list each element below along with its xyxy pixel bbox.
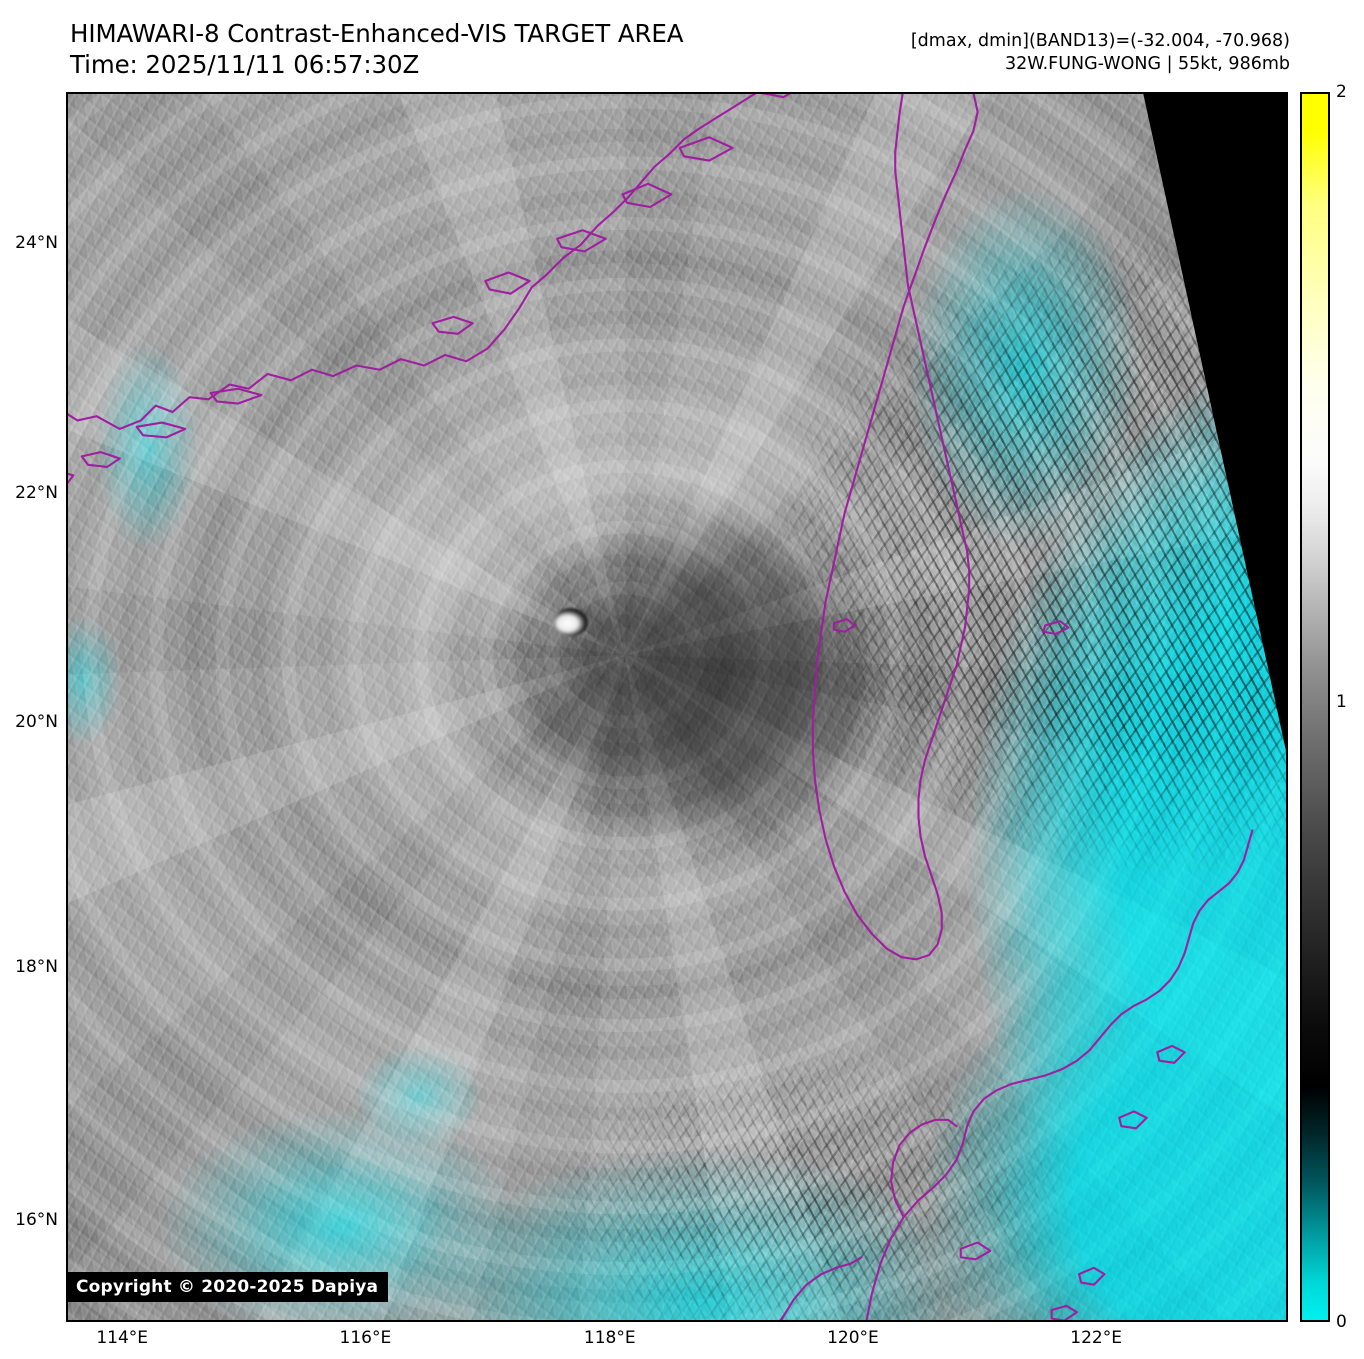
title-block: HIMAWARI-8 Contrast-Enhanced-VIS TARGET …	[70, 18, 684, 81]
y-tick-20n: 20°N	[15, 711, 58, 732]
colorbar-tick-0: 0	[1336, 1312, 1347, 1332]
y-tick-22n: 22°N	[15, 482, 58, 503]
y-tick-24n: 24°N	[15, 233, 58, 254]
copyright-banner: Copyright © 2020-2025 Dapiya	[68, 1272, 389, 1302]
eye-feature	[554, 608, 588, 636]
x-tick-114e: 114°E	[96, 1328, 149, 1348]
storm-center-core	[522, 525, 858, 837]
plot-inner: Copyright © 2020-2025 Dapiya	[68, 94, 1286, 1320]
colorbar-gradient	[1302, 94, 1328, 1320]
x-tick-122e: 122°E	[1070, 1328, 1122, 1348]
coastline-islet-offshore	[1217, 153, 1242, 164]
timestamp-label: Time: 2025/11/11 06:57:30Z	[70, 50, 420, 80]
x-axis: 114°E 116°E 118°E 120°E 122°E	[66, 1322, 1288, 1359]
header: HIMAWARI-8 Contrast-Enhanced-VIS TARGET …	[0, 0, 1364, 90]
colorbar	[1300, 92, 1330, 1322]
metadata-block: [dmax, dmin](BAND13)=(-32.004, -70.968) …	[911, 30, 1290, 76]
x-tick-120e: 120°E	[827, 1328, 879, 1348]
colorbar-tick-1: 1	[1336, 692, 1347, 712]
dmax-dmin-label: [dmax, dmin](BAND13)=(-32.004, -70.968)	[910, 31, 1290, 51]
satellite-swath	[68, 94, 1286, 1320]
x-tick-118e: 118°E	[583, 1328, 636, 1348]
y-tick-18n: 18°N	[15, 956, 58, 977]
satellite-image-plot[interactable]: Copyright © 2020-2025 Dapiya	[66, 92, 1288, 1322]
y-tick-16n: 16°N	[15, 1209, 58, 1230]
colorbar-tick-2: 2	[1336, 82, 1347, 102]
page-title: HIMAWARI-8 Contrast-Enhanced-VIS TARGET …	[70, 19, 684, 48]
x-tick-116e: 116°E	[339, 1328, 392, 1348]
y-axis: 24°N 22°N 20°N 18°N 16°N	[0, 92, 66, 1322]
storm-info-label: 32W.FUNG-WONG | 55kt, 986mb	[1005, 54, 1290, 75]
